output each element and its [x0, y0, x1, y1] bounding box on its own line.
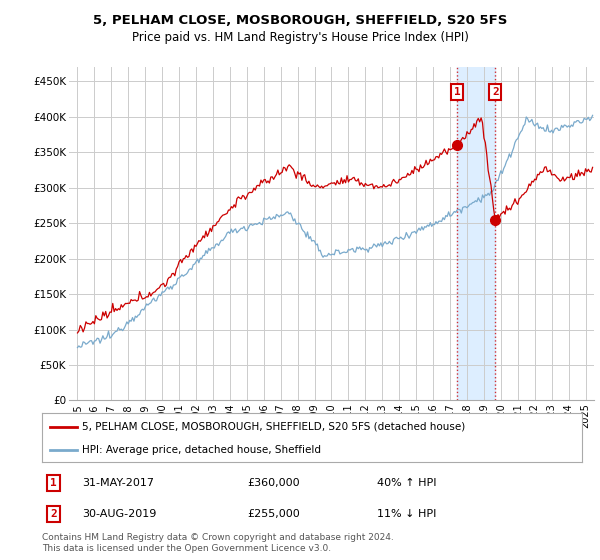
Text: £255,000: £255,000 — [247, 509, 300, 519]
Text: 30-AUG-2019: 30-AUG-2019 — [83, 509, 157, 519]
Bar — [457, 67, 495, 400]
Text: 5, PELHAM CLOSE, MOSBOROUGH, SHEFFIELD, S20 5FS: 5, PELHAM CLOSE, MOSBOROUGH, SHEFFIELD, … — [93, 14, 507, 27]
Text: Contains HM Land Registry data © Crown copyright and database right 2024.
This d: Contains HM Land Registry data © Crown c… — [42, 533, 394, 553]
Text: Price paid vs. HM Land Registry's House Price Index (HPI): Price paid vs. HM Land Registry's House … — [131, 31, 469, 44]
Text: 5, PELHAM CLOSE, MOSBOROUGH, SHEFFIELD, S20 5FS (detached house): 5, PELHAM CLOSE, MOSBOROUGH, SHEFFIELD, … — [83, 422, 466, 432]
Text: 1: 1 — [50, 478, 57, 488]
Text: £360,000: £360,000 — [247, 478, 300, 488]
Text: 31-MAY-2017: 31-MAY-2017 — [83, 478, 155, 488]
Text: 1: 1 — [454, 87, 461, 97]
Text: HPI: Average price, detached house, Sheffield: HPI: Average price, detached house, Shef… — [83, 445, 322, 455]
Text: 11% ↓ HPI: 11% ↓ HPI — [377, 509, 436, 519]
Text: 2: 2 — [50, 509, 57, 519]
Text: 2: 2 — [492, 87, 499, 97]
Text: 40% ↑ HPI: 40% ↑ HPI — [377, 478, 436, 488]
